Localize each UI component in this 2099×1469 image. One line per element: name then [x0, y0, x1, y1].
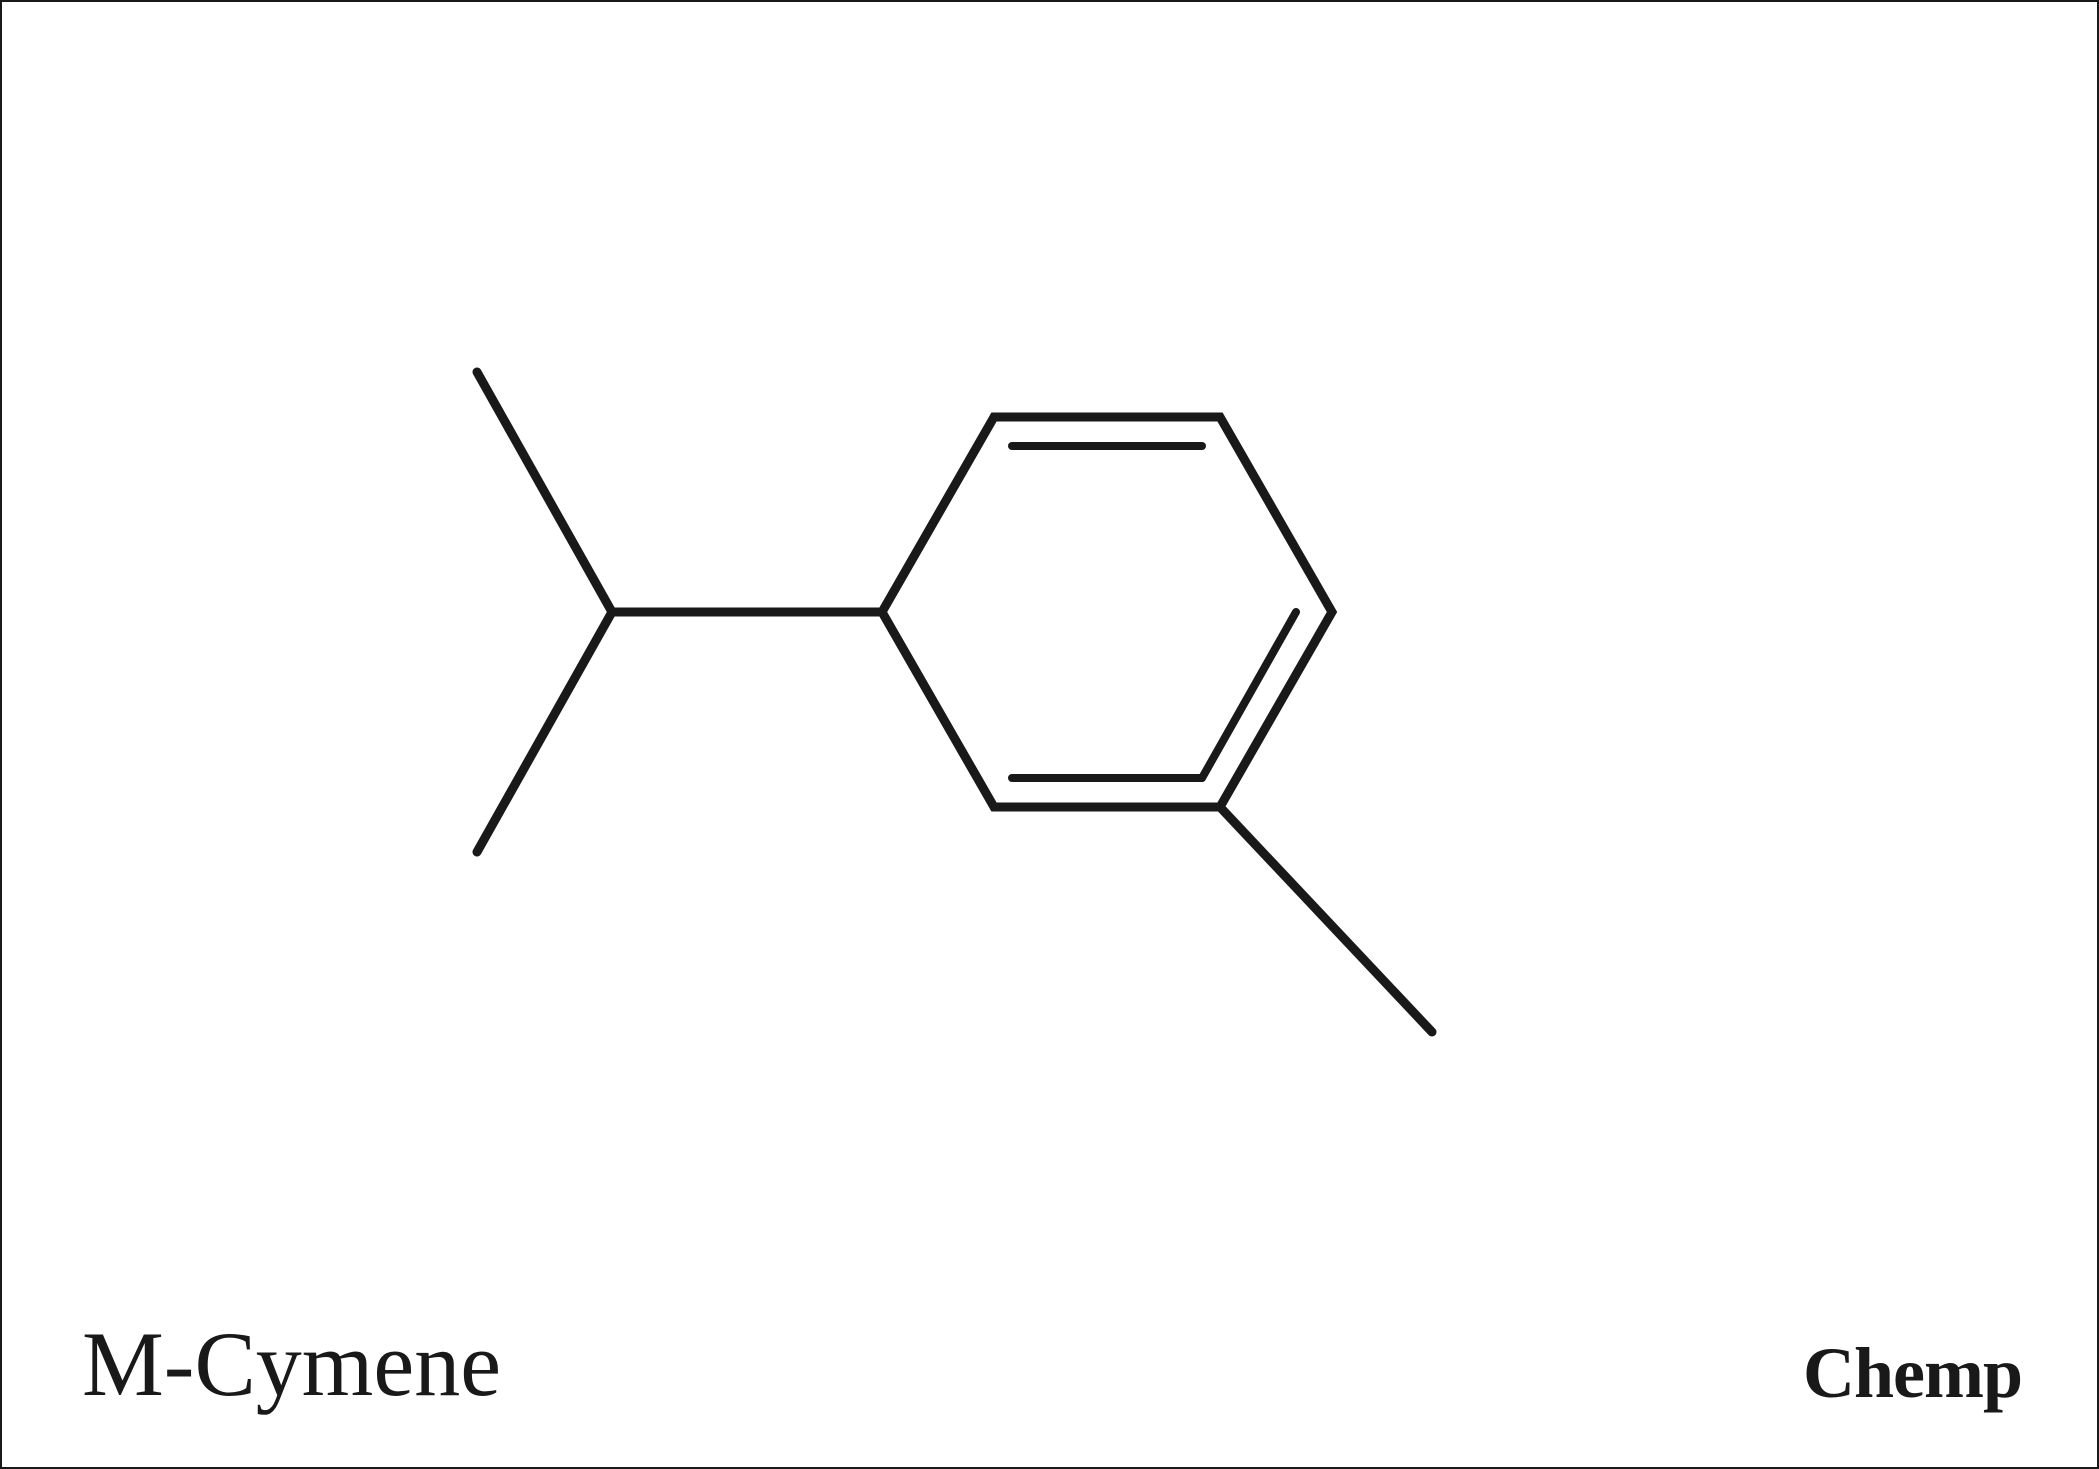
bond-isopropyl-methyl-a — [477, 372, 612, 612]
brand-logo: Chemp — [1803, 1332, 2022, 1415]
bond-meta-methyl — [1220, 807, 1432, 1032]
bond-group — [477, 372, 1432, 1032]
benzene-ring — [882, 417, 1332, 807]
bond-isopropyl-methyl-b — [477, 612, 612, 852]
diagram-frame: M-Cymene Chemp — [0, 0, 2099, 1469]
molecule-structure — [2, 2, 2099, 1469]
compound-name-label: M-Cymene — [82, 1311, 501, 1417]
